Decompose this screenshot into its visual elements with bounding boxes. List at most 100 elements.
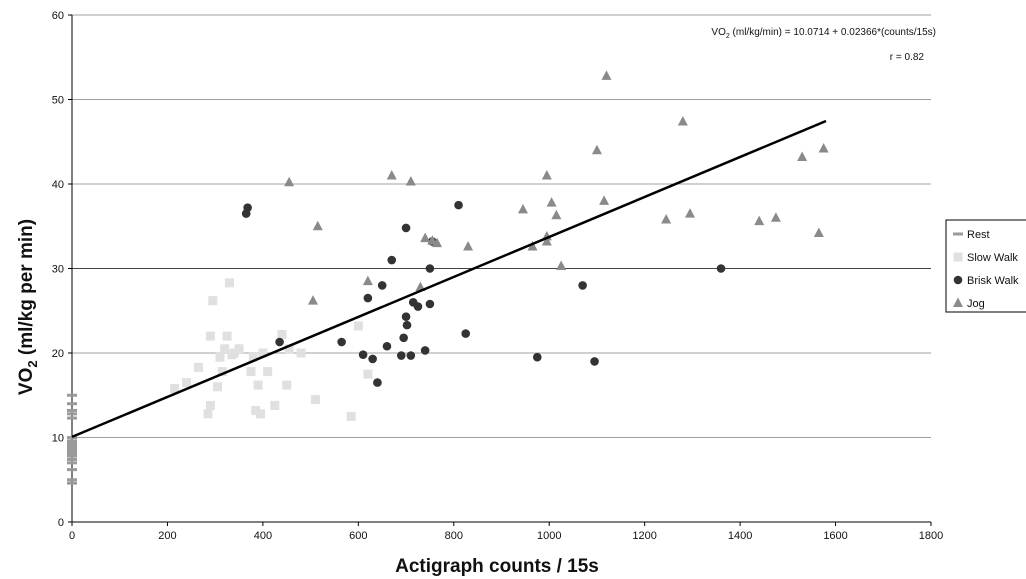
series-jog bbox=[284, 70, 829, 305]
slow-walk-point bbox=[246, 367, 256, 377]
y-axis-title-main: VO bbox=[16, 368, 37, 395]
y-tick-label: 30 bbox=[52, 264, 64, 276]
series-slow-walk bbox=[170, 278, 373, 421]
slow-walk-point bbox=[346, 411, 356, 421]
rest-point bbox=[67, 457, 77, 461]
rest-point bbox=[67, 441, 77, 445]
slow-walk-point bbox=[263, 367, 273, 377]
brisk-walk-point bbox=[358, 350, 368, 359]
slow-walk-point bbox=[258, 348, 268, 358]
x-tick-label: 200 bbox=[158, 530, 176, 542]
brisk-walk-point bbox=[399, 333, 408, 343]
jog-point bbox=[386, 170, 397, 180]
x-axis-title: Actigraph counts / 15s bbox=[395, 556, 599, 577]
series-brisk-walk bbox=[241, 200, 726, 387]
rest-point bbox=[67, 452, 77, 456]
rest-point bbox=[67, 408, 77, 412]
slow-walk-point bbox=[208, 296, 218, 306]
legend-marker-rest bbox=[953, 232, 963, 236]
slow-walk-point bbox=[215, 352, 225, 362]
jog-point bbox=[754, 215, 765, 226]
y-tick-label: 50 bbox=[52, 95, 64, 107]
correlation-label: r = 0.82 bbox=[890, 52, 925, 63]
legend-marker-slow-walk bbox=[953, 252, 963, 262]
brisk-walk-point bbox=[243, 203, 252, 212]
y-axis-title: VO2 (ml/kg per min) bbox=[16, 219, 40, 395]
regression-line bbox=[71, 119, 827, 439]
slow-walk-point bbox=[203, 409, 213, 419]
brisk-walk-point bbox=[454, 200, 463, 210]
x-tick-label: 400 bbox=[254, 530, 272, 542]
jog-point bbox=[685, 208, 696, 218]
series-rest bbox=[67, 393, 77, 485]
x-tick-label: 1200 bbox=[632, 530, 656, 542]
jog-point bbox=[661, 213, 672, 224]
jog-point bbox=[556, 260, 567, 270]
jog-point bbox=[546, 197, 557, 207]
jog-point bbox=[405, 175, 416, 186]
jog-point bbox=[307, 295, 318, 305]
rest-point bbox=[67, 454, 77, 458]
jog-point bbox=[284, 176, 295, 187]
jog-point bbox=[541, 235, 552, 246]
jog-point bbox=[420, 232, 431, 243]
regression-line-path bbox=[71, 119, 827, 439]
brisk-walk-point bbox=[590, 357, 599, 366]
brisk-walk-point bbox=[716, 264, 726, 273]
jog-point bbox=[517, 203, 528, 214]
brisk-walk-point bbox=[337, 337, 346, 347]
x-tick-label: 1600 bbox=[823, 530, 847, 542]
slow-walk-point bbox=[282, 380, 292, 390]
slow-walk-point bbox=[251, 405, 261, 415]
slow-walk-point bbox=[363, 369, 373, 379]
slow-walk-point bbox=[205, 331, 215, 341]
brisk-walk-point bbox=[368, 354, 377, 364]
slow-walk-point bbox=[217, 367, 227, 377]
brisk-walk-point bbox=[363, 293, 373, 303]
slow-walk-point bbox=[270, 400, 280, 410]
legend-label: Slow Walk bbox=[967, 252, 1018, 264]
rest-point bbox=[67, 468, 77, 472]
jog-point bbox=[591, 144, 602, 155]
slow-walk-point bbox=[296, 348, 306, 358]
rest-point bbox=[67, 412, 77, 416]
y-axis-title-sub: 2 bbox=[25, 360, 40, 367]
jog-point bbox=[599, 195, 610, 205]
slow-walk-point bbox=[222, 331, 232, 341]
slow-walk-point bbox=[248, 352, 258, 362]
x-tick-label: 800 bbox=[445, 530, 463, 542]
axes bbox=[68, 14, 932, 526]
jog-point bbox=[818, 143, 829, 153]
slow-walk-point bbox=[193, 362, 203, 372]
equation-rest: (ml/kg/min) = 10.0714 + 0.02366*(counts/… bbox=[730, 27, 936, 38]
x-tick-label: 1800 bbox=[919, 530, 943, 542]
equation-sub: 2 bbox=[726, 33, 730, 40]
slow-walk-point bbox=[182, 378, 192, 388]
brisk-walk-point bbox=[425, 299, 435, 309]
rest-point bbox=[67, 436, 77, 439]
brisk-walk-point bbox=[532, 352, 542, 362]
jog-point bbox=[601, 70, 612, 80]
y-tick-label: 60 bbox=[52, 10, 64, 22]
slow-walk-point bbox=[234, 344, 244, 354]
brisk-walk-point bbox=[387, 255, 397, 265]
rest-point bbox=[67, 416, 77, 420]
rest-point bbox=[67, 461, 77, 465]
legend-label: Rest bbox=[967, 229, 990, 241]
slow-walk-point bbox=[224, 278, 234, 288]
rest-point bbox=[67, 478, 77, 482]
x-tick-label: 1000 bbox=[537, 530, 561, 542]
legend-label: Brisk Walk bbox=[967, 275, 1019, 287]
slow-walk-point bbox=[253, 380, 263, 390]
slow-walk-point bbox=[284, 344, 294, 354]
jog-point bbox=[312, 220, 323, 231]
grid-lines bbox=[72, 14, 931, 438]
x-tick-label: 0 bbox=[69, 530, 75, 542]
y-tick-label: 10 bbox=[52, 433, 64, 445]
jog-point bbox=[770, 212, 781, 222]
rest-point bbox=[67, 481, 77, 485]
jog-point bbox=[527, 241, 538, 251]
rest-point bbox=[67, 446, 77, 450]
